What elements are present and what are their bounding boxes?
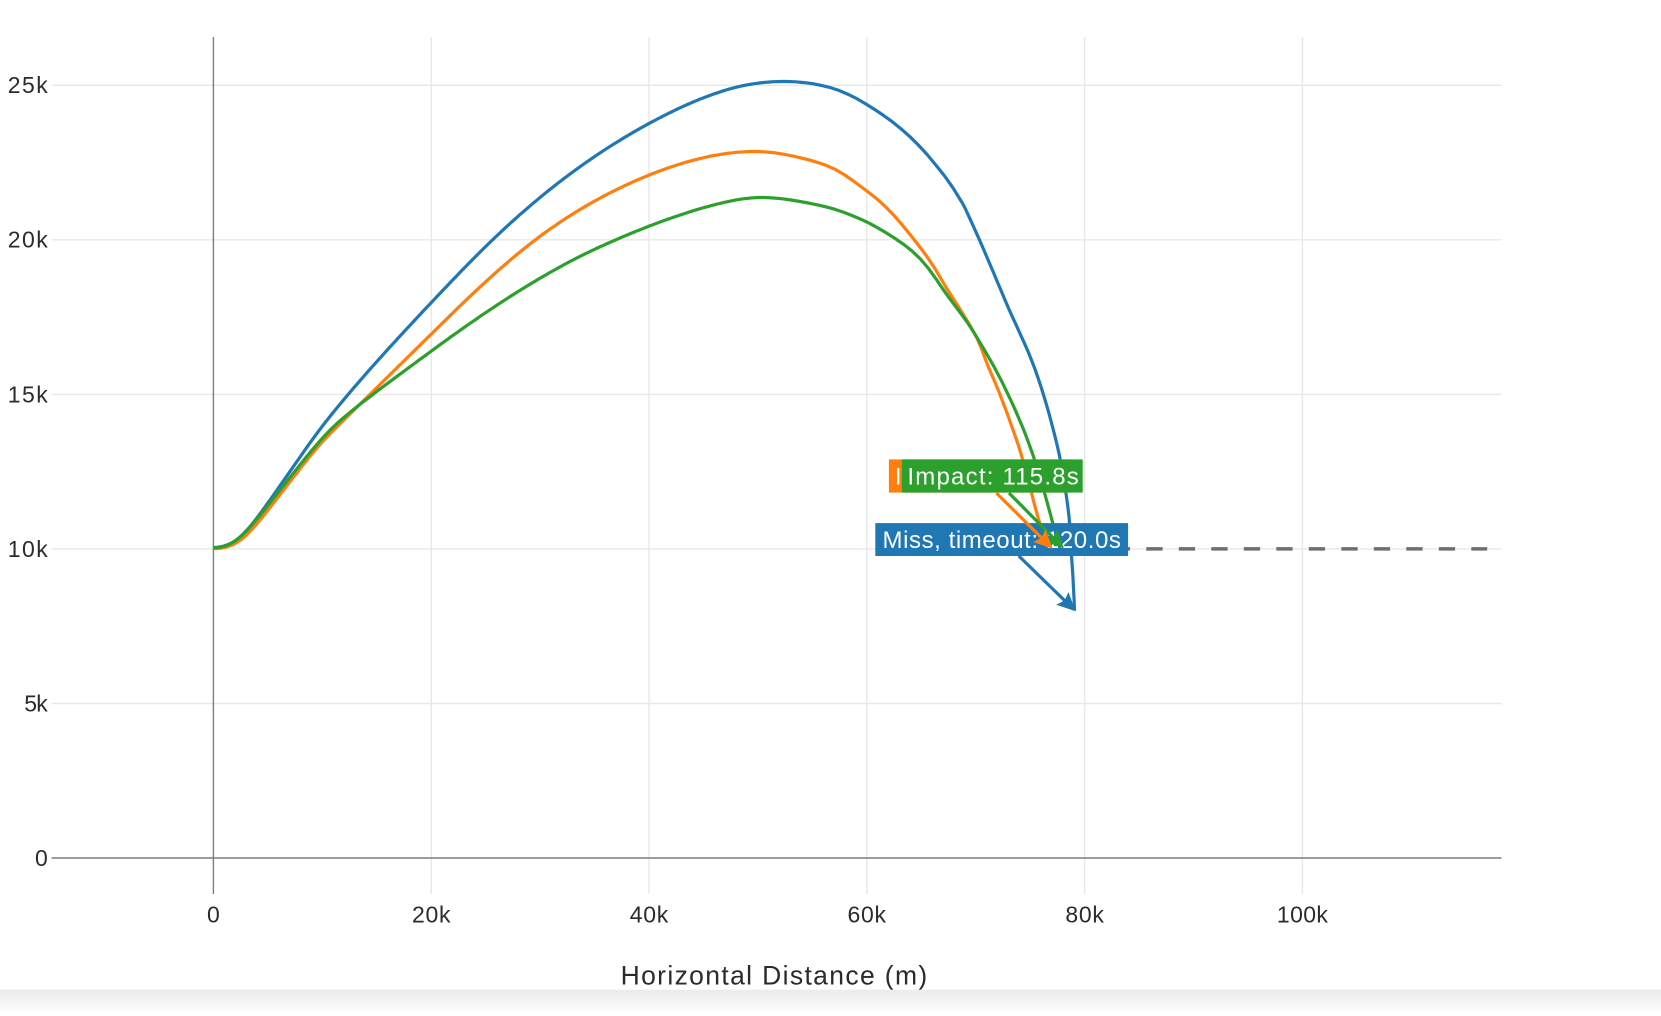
svg-text:5k: 5k	[24, 690, 48, 716]
svg-text:Horizontal Distance (m): Horizontal Distance (m)	[621, 961, 928, 991]
svg-text:Miss, timeout: 120.0s: Miss, timeout: 120.0s	[883, 527, 1121, 554]
svg-text:100k: 100k	[1277, 901, 1329, 927]
svg-text:60k: 60k	[848, 901, 887, 927]
svg-text:40k: 40k	[630, 901, 669, 927]
svg-text:10k: 10k	[8, 536, 49, 562]
svg-text:0: 0	[35, 845, 48, 871]
svg-text:15k: 15k	[8, 381, 49, 407]
svg-text:20k: 20k	[8, 227, 49, 253]
svg-text:25k: 25k	[8, 72, 49, 98]
svg-text:20k: 20k	[412, 901, 451, 927]
svg-text:Impact: 115.8s: Impact: 115.8s	[907, 463, 1078, 490]
svg-text:80k: 80k	[1065, 901, 1104, 927]
svg-text:0: 0	[207, 901, 220, 927]
